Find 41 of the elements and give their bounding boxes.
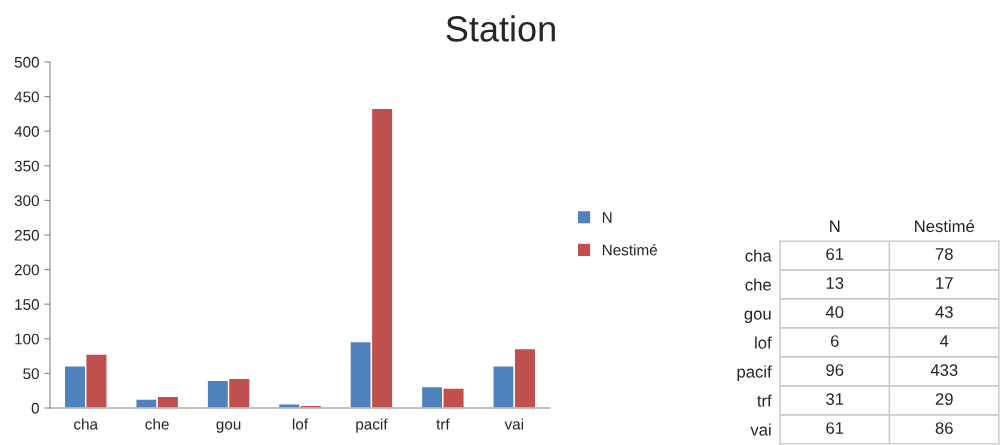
y-tick-label: 150 (15, 299, 39, 310)
y-tick-label: che (745, 278, 771, 291)
data-label: 6 (830, 335, 839, 347)
y-tick-label: pacif (737, 365, 772, 381)
y-tick-label: 0 (31, 402, 39, 414)
y-tick-label: trf (757, 394, 772, 407)
x-tick-label: trf (436, 418, 450, 430)
y-tick-label: gou (744, 310, 771, 323)
data-label: 17 (936, 277, 953, 289)
chart-title: Station (446, 15, 555, 42)
y-tick-label: 250 (14, 229, 39, 241)
x-tick-label: pacif (356, 418, 388, 433)
data-label: 29 (935, 393, 953, 405)
x-tick-label: lof (292, 418, 309, 430)
y-tick-label: lof (755, 336, 772, 349)
data-label: 61 (826, 422, 844, 434)
data-label: 40 (825, 306, 844, 318)
y-tick-label: 400 (14, 126, 39, 137)
y-tick-label: 450 (14, 91, 39, 103)
x-tick-label: vai (504, 418, 524, 430)
y-tick-label: 500 (14, 56, 39, 68)
data-label: 43 (935, 306, 953, 318)
data-label: 31 (826, 393, 844, 405)
data-label: 78 (935, 248, 953, 260)
y-tick-label: 350 (14, 160, 39, 172)
legend-label: N (602, 212, 612, 223)
y-tick-label: 100 (15, 333, 39, 345)
legend-label: Nestimé (602, 243, 658, 256)
x-tick-label: cha (74, 418, 99, 430)
x-tick-label: che (145, 418, 169, 430)
data-label: 433 (930, 364, 958, 376)
data-label: 61 (826, 248, 844, 260)
data-label: 13 (826, 277, 844, 289)
y-tick-label: 200 (14, 264, 39, 276)
y-tick-label: cha (745, 249, 772, 262)
y-tick-label: 300 (14, 195, 39, 207)
data-label: 4 (940, 335, 949, 347)
x-tick-label: gou (216, 421, 241, 433)
y-tick-label: 50 (23, 368, 39, 380)
data-label: 96 (826, 364, 844, 376)
data-label: 86 (935, 422, 953, 434)
